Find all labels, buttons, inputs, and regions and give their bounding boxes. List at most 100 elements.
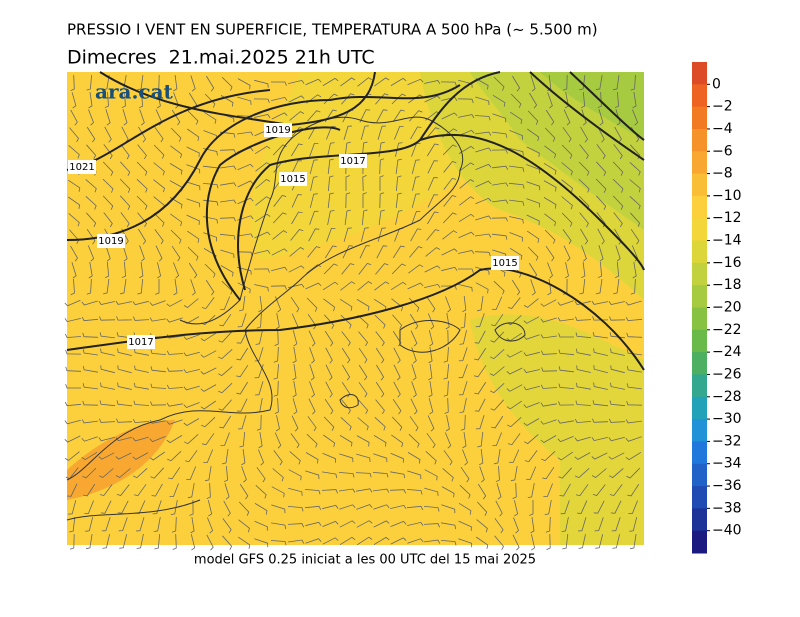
wind-barb [474,381,487,395]
wind-barb [70,278,75,296]
wind-barb [358,263,372,275]
wind-barb [309,143,319,157]
wind-barb [221,76,233,91]
wind-barb [475,266,490,275]
wind-barb [153,517,161,532]
wind-barb [506,384,523,392]
wind-barb [322,537,339,545]
wind-barb [273,380,279,397]
wind-barb [71,92,77,109]
wind-barb [133,382,149,390]
wind-barb [188,262,198,279]
wind-barb [223,500,231,517]
wind-barb [65,349,82,355]
wind-barb [103,144,113,160]
wind-barb [458,213,475,223]
wind-barb [375,263,389,275]
wind-barb [580,91,586,109]
wind-barb [576,348,591,356]
wind-barb [428,381,433,398]
wind-barb [410,398,418,415]
wind-barb [237,180,254,188]
wind-barb [203,449,214,463]
wind-barb [424,265,441,273]
wind-barb [475,180,492,188]
wind-barb [258,432,263,449]
wind-barb [323,263,338,275]
wind-barb [341,381,351,398]
wind-barb [183,418,200,426]
wind-barb [183,351,200,357]
wind-barb [85,534,93,550]
wind-barb [189,499,194,516]
wind-barb [272,212,287,224]
wind-barb [253,268,270,273]
wind-barb [608,418,626,423]
wind-barb [132,418,150,424]
wind-barb [496,483,502,500]
wind-barb [117,382,132,390]
wind-barb [557,436,574,443]
wind-barb [459,330,467,345]
wind-barb [608,300,625,305]
wind-barb [270,540,287,546]
wind-barb [407,452,421,464]
wind-barb [625,419,642,424]
wind-barb [598,109,604,126]
wind-barb [341,347,351,364]
wind-barb [390,504,407,509]
wind-barb [526,181,541,191]
wind-barb [256,312,262,329]
wind-barb [592,400,609,407]
wind-barb [173,262,180,279]
wind-barb [200,332,217,342]
wind-barb [578,161,590,176]
wind-barb [475,415,485,430]
wind-barb [287,506,304,512]
colorbar-swatch [692,441,707,465]
wind-barb [99,484,113,497]
footer: model GFS 0.25 iniciat a les 00 UTC del … [194,553,536,568]
wind-barb [531,534,536,551]
wind-barb [612,161,624,176]
wind-barb [149,436,166,443]
wind-barb [81,419,98,424]
wind-barb [166,350,184,355]
wind-barb [104,91,109,109]
wind-barb [339,488,356,493]
wind-barb [495,500,503,517]
wind-barb [612,534,620,549]
wind-barb [153,212,165,227]
wind-barb [309,159,318,174]
wind-barb [529,500,534,516]
wind-barb [139,245,145,262]
wind-barb [66,483,78,497]
wind-barb [224,483,230,500]
wind-barb [102,534,110,549]
wind-barb [592,332,608,339]
wind-barb [220,432,230,446]
wind-barb [608,436,625,442]
wind-barb [428,398,434,415]
wind-barb [309,347,315,364]
wind-barb [626,332,643,338]
wind-barb [219,313,232,327]
wind-barb [526,466,537,480]
wind-barb [609,484,623,497]
wind-barb [526,230,540,243]
wind-barb [523,402,540,408]
wind-barb [183,402,200,408]
wind-barb [475,96,490,106]
wind-barb [527,110,539,125]
wind-barb [558,383,575,389]
wind-barb [595,75,603,91]
wind-barb [593,382,608,390]
wind-barb [629,162,641,176]
wind-barb [613,212,623,228]
wind-barb [596,195,607,210]
wind-barb [288,79,305,84]
wind-barb [149,300,166,306]
isobar-label: 1019 [265,125,290,136]
wind-barb [357,281,373,291]
wind-barb [220,182,237,187]
